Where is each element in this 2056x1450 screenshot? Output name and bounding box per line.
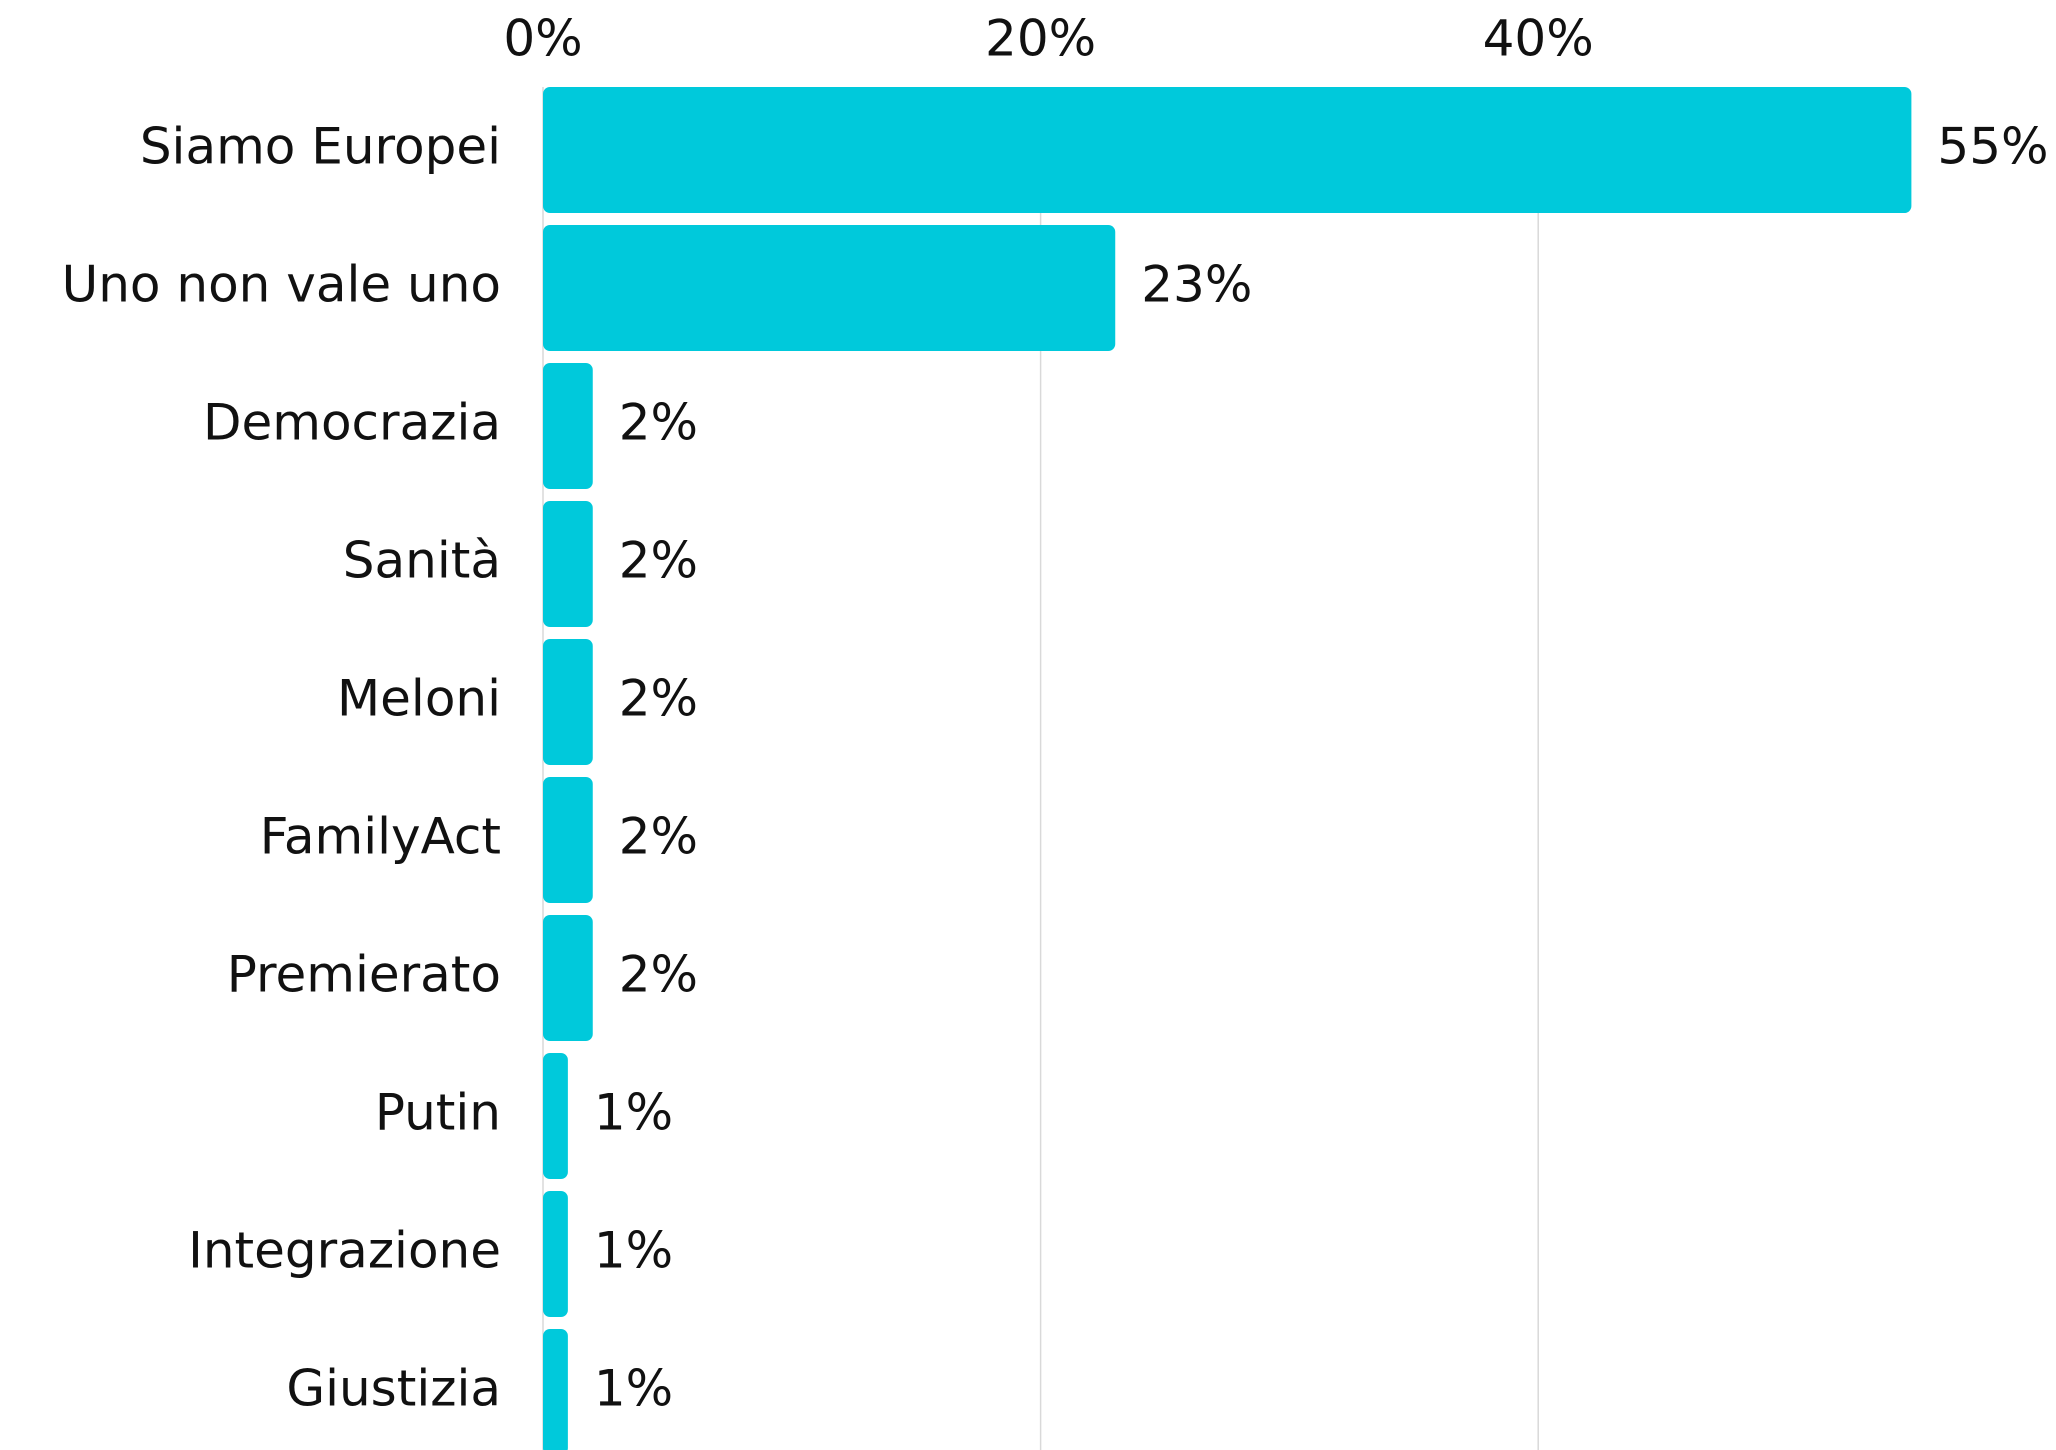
bar (543, 915, 593, 1041)
x-tick-label: 0% (503, 10, 582, 68)
value-label: 55% (1937, 118, 2048, 176)
value-label: 2% (619, 808, 698, 866)
category-label: Premierato (227, 946, 501, 1004)
category-label: Putin (375, 1084, 501, 1142)
bar (543, 225, 1116, 351)
value-label: 2% (619, 532, 698, 590)
category-label: Democrazia (203, 394, 501, 452)
category-label: Siamo Europei (140, 118, 501, 176)
category-label: FamilyAct (260, 808, 501, 866)
bar (543, 1191, 568, 1317)
bar (543, 363, 593, 489)
bar (543, 777, 593, 903)
x-tick-label: 20% (985, 10, 1096, 68)
category-label: Integrazione (188, 1222, 501, 1280)
value-label: 2% (619, 946, 698, 1004)
category-label: Uno non vale uno (62, 256, 501, 314)
bar (543, 501, 593, 627)
x-tick-label: 40% (1483, 10, 1594, 68)
bar (543, 639, 593, 765)
bar (543, 1329, 568, 1450)
value-label: 1% (594, 1360, 673, 1418)
value-label: 1% (594, 1222, 673, 1280)
value-label: 2% (619, 394, 698, 452)
category-label: Sanità (343, 532, 501, 590)
category-label: Giustizia (286, 1360, 501, 1418)
bar (543, 1053, 568, 1179)
value-label: 1% (594, 1084, 673, 1142)
category-label: Meloni (337, 670, 501, 728)
value-label: 2% (619, 670, 698, 728)
value-label: 23% (1141, 256, 1252, 314)
bar (543, 87, 1912, 213)
